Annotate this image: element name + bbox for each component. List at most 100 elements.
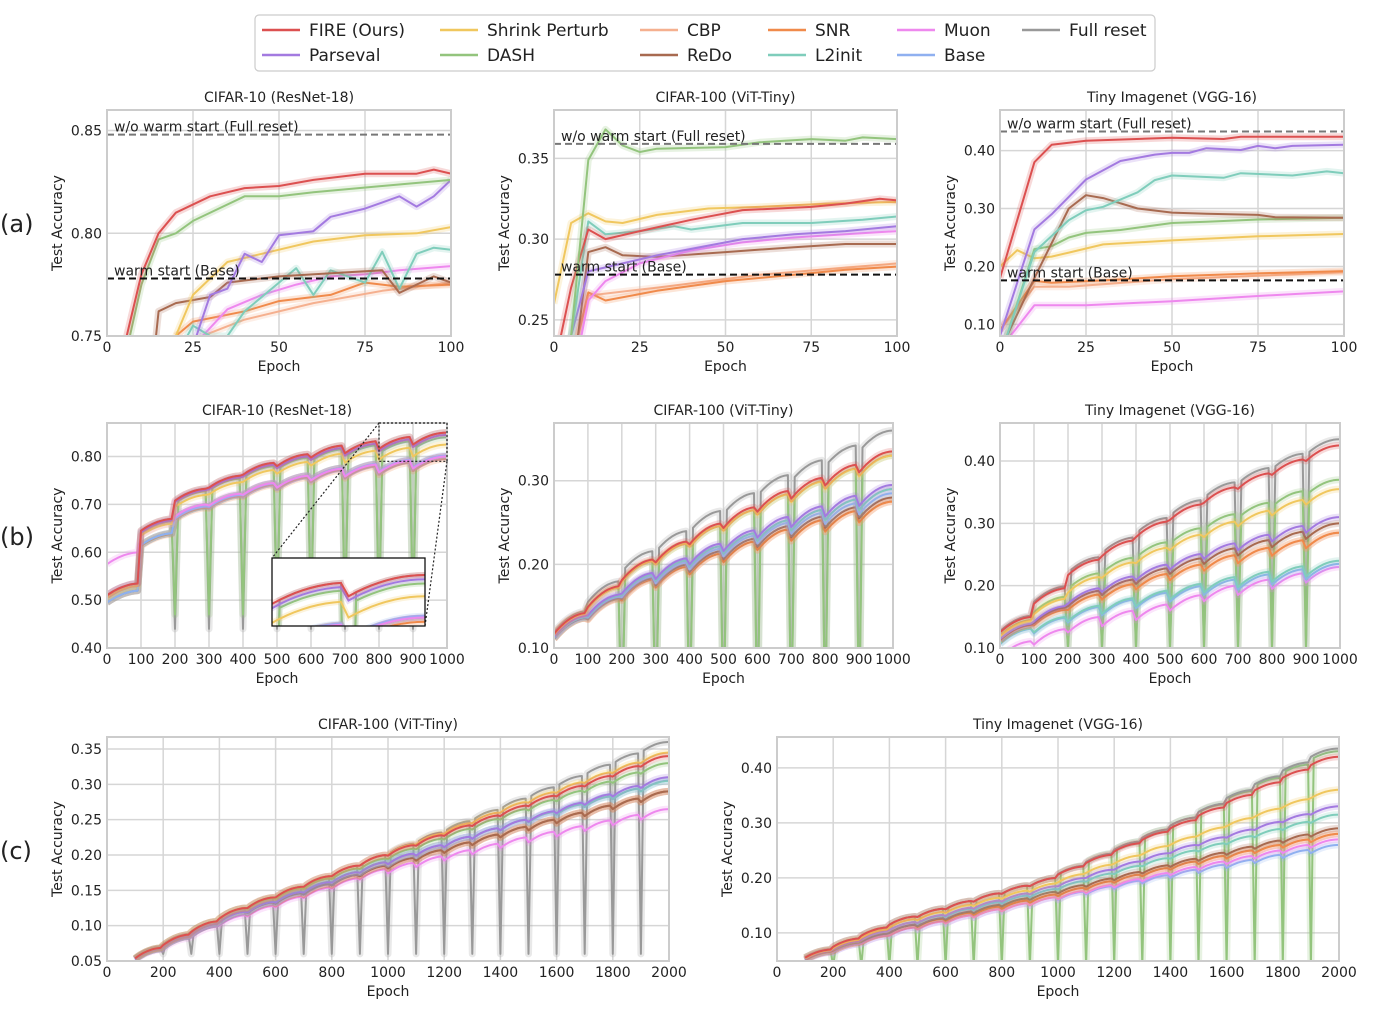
x-tick-label: 200 [1055, 652, 1082, 668]
row-label: (c) [0, 837, 32, 865]
x-tick-label: 0 [103, 340, 112, 356]
x-tick-label: 1000 [1040, 965, 1076, 981]
x-tick-label: 0 [550, 652, 559, 668]
inset-zoom [271, 557, 426, 627]
y-tick-label: 0.20 [964, 259, 995, 275]
series-line-fire-ours- [125, 168, 451, 336]
x-tick-label: 200 [162, 652, 189, 668]
x-tick-label: 50 [270, 340, 288, 356]
x-tick-label: 1000 [875, 652, 911, 668]
series-line-shrink-perturb [107, 443, 447, 599]
legend-label: ReDo [687, 46, 732, 66]
x-tick-label: 600 [1191, 652, 1218, 668]
y-tick-label: 0.20 [741, 871, 772, 887]
y-tick-label: 0.85 [71, 124, 102, 140]
legend-label: Shrink Perturb [487, 21, 609, 41]
inset-series-line [272, 578, 425, 610]
series-line-fire-ours- [554, 450, 893, 635]
x-tick-label: 0 [103, 965, 112, 981]
x-tick-label: 25 [184, 340, 202, 356]
y-tick-label: 0.25 [518, 313, 549, 329]
series-line-shrink-perturb [554, 201, 897, 304]
x-tick-label: 200 [608, 652, 635, 668]
x-axis-label: Epoch [704, 359, 747, 375]
x-tick-label: 100 [438, 340, 465, 356]
subplot-b3: 0 100 200 300 400 500 600 700 800 900 1000 0.10 0.20… [943, 403, 1358, 687]
y-tick-label: 0.75 [71, 329, 102, 345]
y-tick-label: 0.30 [71, 777, 102, 793]
series-line-l2init [570, 215, 897, 336]
axes-frame [106, 109, 452, 337]
x-tick-label: 900 [846, 652, 873, 668]
x-tick-label: 0 [103, 652, 112, 668]
x-tick-label: 100 [1331, 340, 1358, 356]
axes-frame [106, 736, 670, 962]
x-tick-label: 2000 [651, 965, 687, 981]
legend-label: FIRE (Ours) [309, 21, 405, 41]
series-line-dash [570, 128, 897, 336]
legend-item: FIRE (Ours) [262, 21, 405, 41]
series-line-fire-ours- [559, 197, 897, 336]
series-line-full-reset [1000, 438, 1340, 648]
y-tick-label: 0.10 [518, 641, 549, 657]
y-tick-label: 0.40 [964, 144, 995, 160]
y-tick-label: 0.30 [518, 474, 549, 490]
y-tick-label: 0.15 [71, 883, 102, 899]
legend-item: Base [897, 46, 985, 66]
reference-line-label: warm start (Base) [114, 263, 240, 279]
x-tick-label: 1600 [539, 965, 575, 981]
y-tick-label: 0.70 [71, 497, 102, 513]
x-tick-label: 0 [996, 652, 1005, 668]
subplot-title: CIFAR-10 (ResNet-18) [204, 90, 354, 106]
series-line-parseval [134, 776, 669, 961]
series-line-redo [1000, 522, 1340, 641]
series-line-l2init [186, 246, 451, 336]
y-tick-label: 0.30 [741, 816, 772, 832]
series-line-snr [1000, 531, 1340, 642]
axes-frame [776, 736, 1340, 962]
y-tick-label: 0.30 [518, 232, 549, 248]
subplot-c1: 0 200 400 600 800 1000 1200 1400 1600 1800 2000 0.0… [50, 717, 687, 1000]
y-axis-label: Test Accuracy [943, 488, 959, 585]
series-line-snr [577, 265, 897, 336]
y-axis-label: Test Accuracy [943, 175, 959, 272]
series-line-muon [134, 808, 669, 961]
x-tick-label: 500 [1157, 652, 1184, 668]
subplot-title: Tiny Imagenet (VGG-16) [1084, 403, 1255, 419]
x-tick-label: 900 [400, 652, 427, 668]
legend-label: Base [944, 46, 985, 66]
y-tick-label: 0.20 [518, 557, 549, 573]
x-axis-label: Epoch [258, 359, 301, 375]
legend-item: Muon [897, 21, 991, 41]
y-tick-label: 0.40 [71, 641, 102, 657]
x-tick-label: 400 [206, 965, 233, 981]
zoom-region [378, 422, 448, 462]
legend-item: Shrink Perturb [440, 21, 609, 41]
series-line-l2init [554, 488, 893, 639]
x-tick-label: 600 [298, 652, 325, 668]
subplot-a2: 0 25 50 75 100 0.25 0.30 0.35 CIFAR-100 (ViT-Tin… [497, 90, 910, 375]
series-line-parseval [107, 434, 447, 597]
x-tick-label: 1400 [1153, 965, 1189, 981]
reference-line-label: w/o warm start (Full reset) [1007, 116, 1192, 132]
y-axis-label: Test Accuracy [50, 488, 66, 585]
y-axis-label: Test Accuracy [497, 175, 513, 272]
subplot-a3: 0 25 50 75 100 0.10 0.20 0.30 0.40 Tiny Imagenet … [943, 90, 1357, 375]
x-tick-label: 500 [264, 652, 291, 668]
series-line-redo [155, 269, 451, 336]
series-line-shrink-perturb [1000, 233, 1344, 268]
x-tick-label: 800 [1259, 652, 1286, 668]
legend-label: DASH [487, 46, 535, 66]
subplot-title: CIFAR-100 (ViT-Tiny) [318, 717, 458, 733]
x-axis-label: Epoch [1151, 359, 1194, 375]
series-line-parseval [804, 805, 1339, 960]
y-tick-label: 0.10 [964, 641, 995, 657]
inset-series-line [316, 614, 425, 626]
x-tick-label: 1000 [429, 652, 465, 668]
y-tick-label: 0.35 [71, 742, 102, 758]
subplot-title: CIFAR-100 (ViT-Tiny) [654, 403, 794, 419]
series-line-parseval [195, 179, 451, 336]
x-tick-label: 100 [1021, 652, 1048, 668]
legend-item: SNR [768, 21, 851, 41]
